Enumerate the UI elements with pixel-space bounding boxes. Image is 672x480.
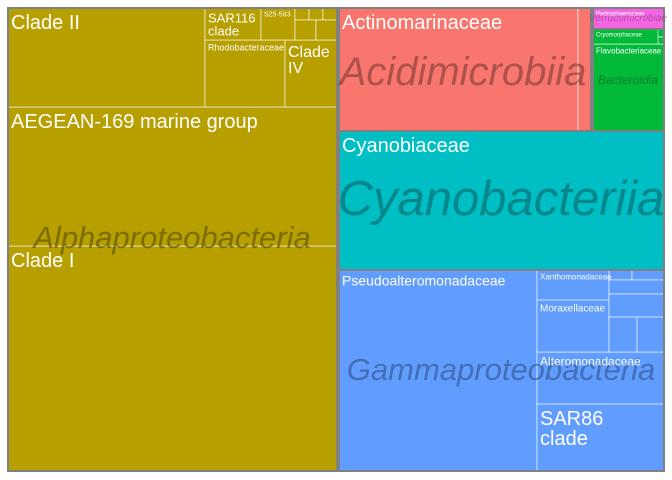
cell-flavobacteriaceae <box>592 43 665 132</box>
cell-small-9 <box>322 7 338 21</box>
cell-label-sar116-clade: SAR116 clade <box>208 10 255 38</box>
cell-clade-i <box>7 245 338 472</box>
cell-label-rhodobacteraceae: Rhodobacteraceae <box>208 43 284 53</box>
cell-small-9 <box>608 316 638 353</box>
cell-label-clade-iv: Clade IV <box>288 44 330 77</box>
cell-label-clade-ii: Clade II <box>11 12 80 34</box>
group-alphaproteobacteria <box>7 7 338 472</box>
cell-small-11 <box>315 19 338 41</box>
cell-small-7 <box>294 7 310 21</box>
group-acidimicrobiia <box>338 7 592 132</box>
cell-s25-593 <box>260 7 296 41</box>
cell-label-sar86-clade: SAR86 clade <box>540 408 603 450</box>
group-border-gammaproteobacteria <box>338 269 665 472</box>
cell-alteromonadaceae <box>536 351 665 405</box>
cell-clade-iv <box>284 39 338 108</box>
cell-label-clade-i: Clade I <box>11 250 74 272</box>
cell-label-pseudoalteromonadaceae: Pseudoalteromonadaceae <box>342 272 506 288</box>
cell-small-5 <box>608 269 633 281</box>
cell-small-8 <box>608 293 665 318</box>
group-label-alphaproteobacteria: Alphaproteobacteria <box>31 220 310 255</box>
cell-small-6 <box>631 269 665 281</box>
cell-label-flavobacteriaceae: Flavobacteriaceae <box>596 47 662 56</box>
cell-sar86-clade <box>536 403 665 472</box>
group-label-acidimicrobiia: Acidimicrobiia <box>338 50 587 94</box>
cell-label-xanthomonadaceae: Xanthomonadaceae <box>540 273 612 282</box>
cell-label-actinomarinaceae: Actinomarinaceae <box>342 12 502 34</box>
group-label-cyanobacteriia: Cyanobacteriia <box>338 172 665 226</box>
group-label-verrucomicrobiae: Verrucomicrobiae <box>589 13 667 24</box>
cell-label-aegean-169-marine-group: AEGEAN-169 marine group <box>11 111 258 133</box>
cell-label-alteromonadaceae: Alteromonadaceae <box>540 354 641 368</box>
group-label-gammaproteobacteria: Gammaproteobacteria <box>347 352 655 387</box>
cell-label-moraxellaceae: Moraxellaceae <box>540 304 605 315</box>
cell-small-10 <box>636 316 665 353</box>
cell-label-cyanobiaceae: Cyanobiaceae <box>342 135 470 157</box>
cell-aegean-169-marine-group <box>7 106 338 247</box>
cell-small-8 <box>308 7 324 21</box>
cell-small-7 <box>608 279 665 295</box>
cell-actinomarinaceae <box>338 7 579 132</box>
group-border-alphaproteobacteria <box>7 7 338 472</box>
cell-label-cryomorphaceae: Cryomorphaceae <box>596 33 643 39</box>
cell-label-pedosphaeraceae: Pedosphaeraceae <box>596 12 645 18</box>
cell-sar116-clade <box>204 7 262 41</box>
group-label-bacteroidia: Bacteroidia <box>598 73 658 87</box>
cell-rhodobacteraceae <box>204 39 286 108</box>
cell-small-10 <box>294 19 317 41</box>
cell-label-s25-593: S25-593 <box>264 12 291 19</box>
group-bacteroidia <box>592 28 665 132</box>
